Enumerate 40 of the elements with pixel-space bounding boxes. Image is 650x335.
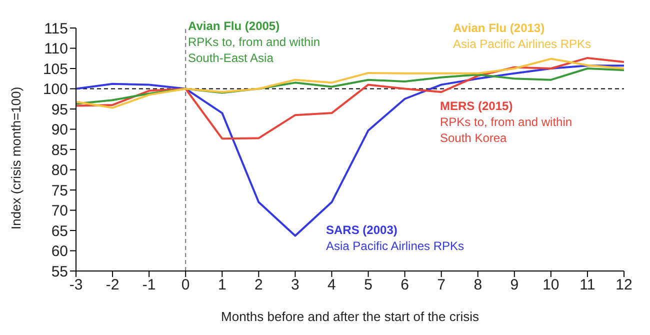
- y-tick-label: 105: [42, 60, 68, 78]
- x-tick-label: 5: [364, 276, 372, 294]
- series-label: SARS (2003): [326, 222, 398, 238]
- y-axis-title: Index (crisis month=100): [8, 86, 24, 230]
- x-tick-label: 0: [181, 276, 190, 294]
- annotation: Asia Pacific Airlines RPKs: [326, 238, 466, 254]
- annotation: Asia Pacific Airlines RPKs: [453, 36, 592, 52]
- y-tick-label: 65: [51, 222, 68, 240]
- text: Avian Flu (2013): [453, 20, 546, 36]
- x-tick-label: 10: [542, 276, 560, 294]
- annotation: RPKs to, from and within South-East Asia: [188, 34, 322, 66]
- y-tick-label: 75: [51, 182, 68, 200]
- x-tick-label: -1: [142, 276, 156, 294]
- x-tick-label: 12: [616, 276, 632, 294]
- x-tick-label: -2: [106, 276, 120, 294]
- x-tick-label: -3: [69, 276, 83, 294]
- y-tick-label: 90: [51, 122, 68, 139]
- y-tick-label: 80: [51, 162, 68, 180]
- x-tick-label: 3: [291, 276, 300, 294]
- x-tick-label: 4: [328, 276, 336, 294]
- y-tick-label: 70: [51, 202, 68, 220]
- x-tick-label: 6: [400, 276, 409, 294]
- y-tick-label: 60: [51, 243, 68, 260]
- series-label: MERS (2015): [440, 98, 514, 114]
- line-series: [76, 64, 624, 237]
- y-tick-label: 100: [42, 81, 68, 98]
- x-tick-label: 11: [580, 276, 596, 294]
- y-tick-label: 115: [44, 20, 68, 38]
- y-tick-label: 110: [44, 40, 68, 58]
- x-tick-label: 1: [218, 276, 226, 294]
- x-tick-label: 8: [474, 276, 482, 294]
- annotation: RPKs to, from and within South Korea: [440, 114, 574, 146]
- y-tick-label: 85: [51, 142, 68, 159]
- y-tick-label: 55: [51, 263, 68, 280]
- x-tick-label: 9: [510, 276, 519, 294]
- x-tick-label: 2: [254, 276, 263, 294]
- y-tick-label: 95: [51, 101, 68, 118]
- text: Avian Flu (2005): [188, 18, 281, 34]
- x-axis-title: Months before and after the start of the crisis: [221, 309, 480, 324]
- x-tick-label: 7: [437, 276, 446, 294]
